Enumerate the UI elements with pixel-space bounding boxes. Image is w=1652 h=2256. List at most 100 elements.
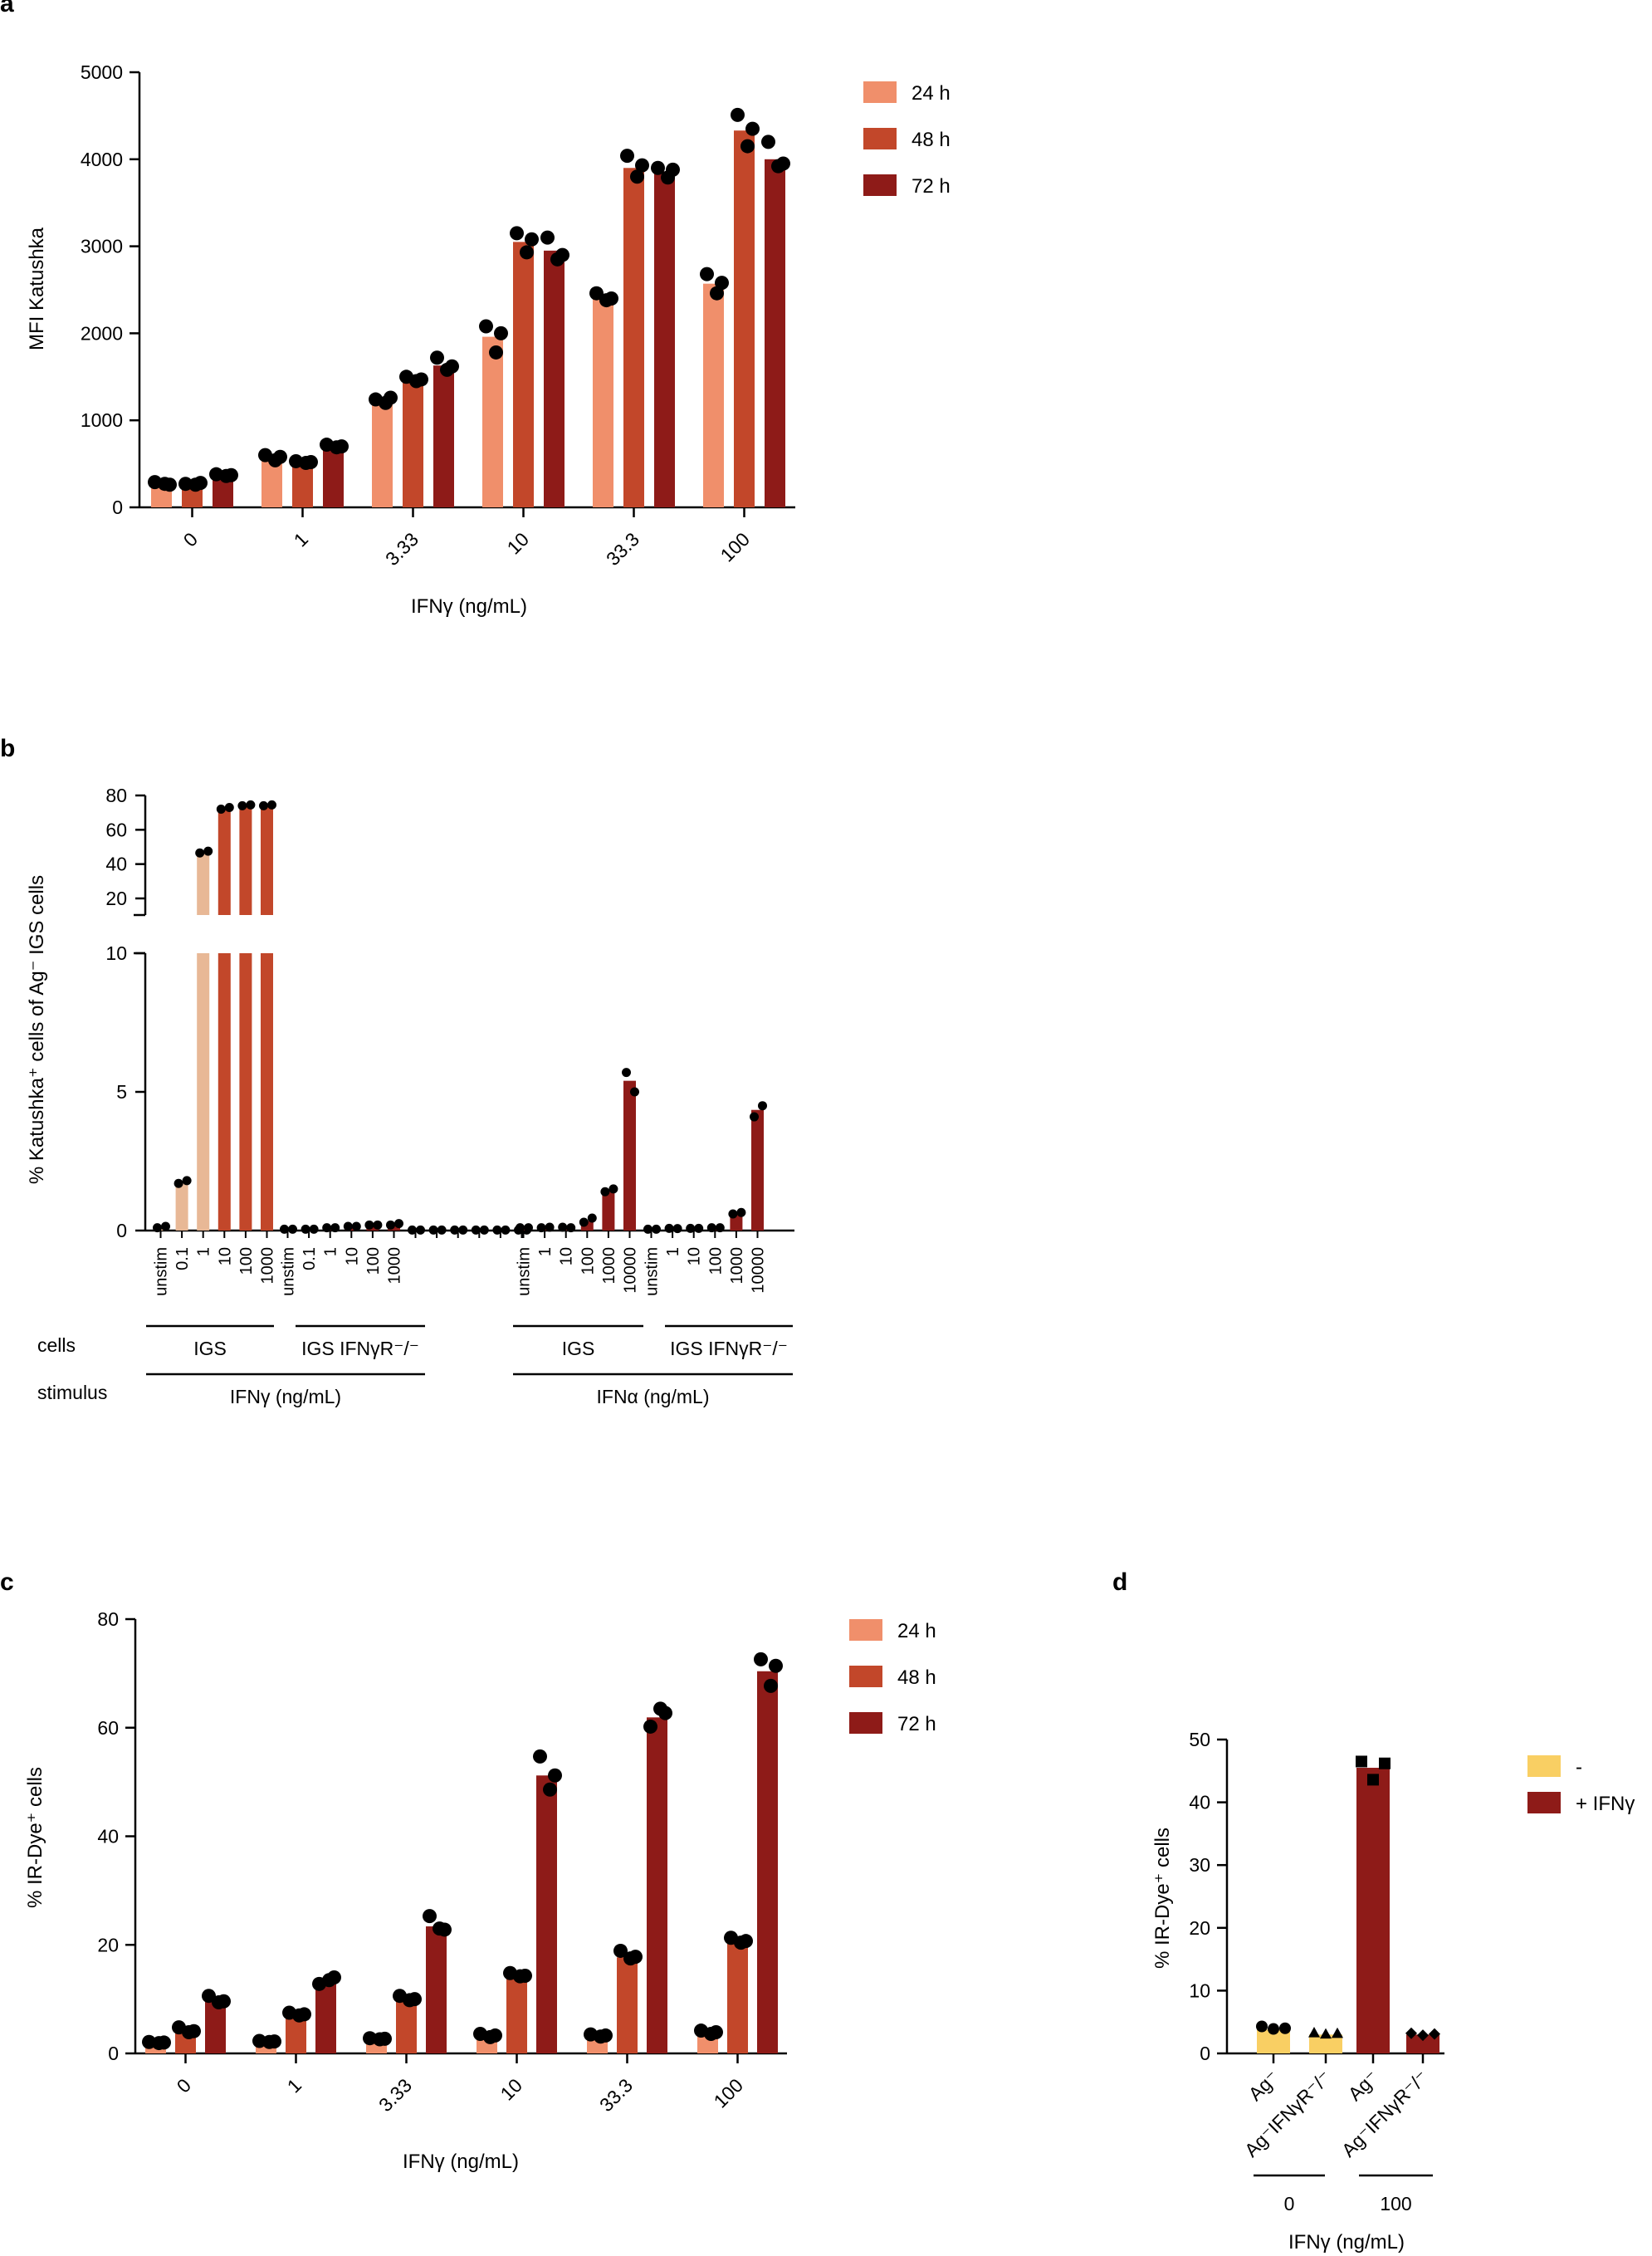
bar-upper: [239, 805, 252, 915]
x-tick-label: 10000: [750, 1247, 768, 1294]
data-point: [518, 1969, 532, 1984]
data-point: [587, 1213, 597, 1223]
bar: [482, 336, 503, 507]
x-tick-label: unstim: [280, 1247, 298, 1296]
data-point: [1320, 2028, 1332, 2039]
x-tick-label: 1: [664, 1247, 682, 1256]
stimulus-label: IFNγ (ng/mL): [230, 1386, 341, 1407]
legend-label: + IFNγ: [1576, 1793, 1635, 1815]
y-axis-title: % IR-Dye⁺ cells: [1151, 1828, 1174, 1969]
data-point: [445, 359, 459, 374]
data-point: [628, 1950, 643, 1965]
data-point: [589, 286, 604, 301]
data-point: [666, 162, 680, 177]
data-point: [643, 1224, 652, 1234]
data-point: [384, 390, 398, 405]
data-point: [224, 802, 234, 812]
data-point: [566, 1223, 576, 1233]
data-point: [322, 1223, 332, 1233]
data-point: [430, 350, 444, 365]
legend-label: 72 h: [912, 175, 951, 198]
stimulus-label: IFNα (ng/mL): [597, 1386, 710, 1407]
data-point: [378, 2031, 392, 2046]
data-point: [416, 1225, 425, 1235]
data-point: [193, 476, 208, 491]
data-point: [524, 1223, 533, 1233]
x-tick-label: 100: [237, 1247, 256, 1275]
bar: [580, 1221, 594, 1231]
x-tick-label: Ag⁻: [1244, 2066, 1283, 2105]
data-point: [709, 2025, 723, 2040]
cells-label: IGS: [562, 1338, 595, 1359]
bar: [433, 365, 454, 507]
x-axis-title: IFNγ (ng/mL): [403, 2151, 519, 2173]
bar: [593, 298, 613, 507]
y-tick-label: 80: [105, 785, 127, 806]
y-tick-label: 5000: [81, 61, 123, 83]
bar: [315, 1982, 336, 2053]
data-point: [635, 158, 649, 173]
x-tick-label: 1: [195, 1247, 213, 1256]
legend-swatch: [863, 174, 897, 196]
y-tick-label: 10: [105, 942, 127, 964]
data-point: [516, 1223, 525, 1233]
legend-swatch: [849, 1619, 882, 1641]
bar-lower: [217, 953, 231, 1231]
bar: [647, 1717, 667, 2053]
data-point: [304, 455, 318, 470]
data-point: [739, 1934, 753, 1949]
data-point: [330, 1223, 340, 1233]
data-point: [764, 1678, 778, 1693]
data-point: [335, 439, 349, 454]
data-point: [267, 2034, 281, 2049]
x-tick-label: 3.33: [381, 528, 423, 570]
cells-label: IGS IFNγR⁻/⁻: [301, 1338, 419, 1359]
y-tick-label: 3000: [81, 236, 123, 257]
row-label-cells: cells: [37, 1334, 76, 1356]
data-point: [224, 467, 238, 482]
bar: [623, 1080, 636, 1231]
data-point: [545, 1222, 555, 1232]
data-point: [1332, 2027, 1343, 2038]
bar: [175, 1183, 188, 1231]
data-point: [1405, 2027, 1417, 2039]
data-point: [408, 1225, 417, 1235]
panel-letter-b: b: [0, 735, 15, 762]
data-point: [651, 160, 665, 175]
y-axis-title: % Katushka⁺ cells of Ag⁻ IGS cells: [26, 875, 48, 1184]
x-tick-label: 1: [536, 1247, 555, 1256]
data-point: [437, 1922, 452, 1937]
panel-letter-c: c: [0, 1568, 14, 1596]
data-point: [754, 1652, 768, 1666]
x-tick-label: 1: [290, 528, 312, 551]
panel-letter-d: d: [1112, 1568, 1127, 1596]
legend-swatch: [863, 128, 897, 149]
data-point: [386, 1220, 395, 1230]
data-point: [710, 286, 724, 301]
data-point: [195, 848, 205, 858]
data-point: [203, 846, 213, 856]
data-point: [414, 372, 428, 387]
data-point: [558, 1222, 568, 1232]
bar-lower: [197, 953, 210, 1231]
x-tick-label: 0.1: [301, 1247, 319, 1270]
data-point: [769, 1658, 783, 1673]
x-tick-label: unstim: [643, 1247, 662, 1296]
data-point: [543, 1782, 557, 1797]
data-point: [237, 800, 247, 810]
data-point: [776, 156, 790, 171]
bar: [403, 379, 423, 507]
y-tick-label: 30: [1189, 1854, 1210, 1876]
x-tick-label: 0: [173, 2074, 195, 2097]
data-point: [555, 247, 569, 262]
x-tick-label: 0.1: [174, 1247, 192, 1270]
data-point: [672, 1224, 682, 1234]
data-point: [343, 1221, 353, 1231]
data-point: [745, 121, 760, 136]
data-point: [761, 135, 775, 149]
bar: [654, 171, 675, 508]
data-point: [351, 1221, 361, 1231]
data-point: [604, 291, 618, 306]
